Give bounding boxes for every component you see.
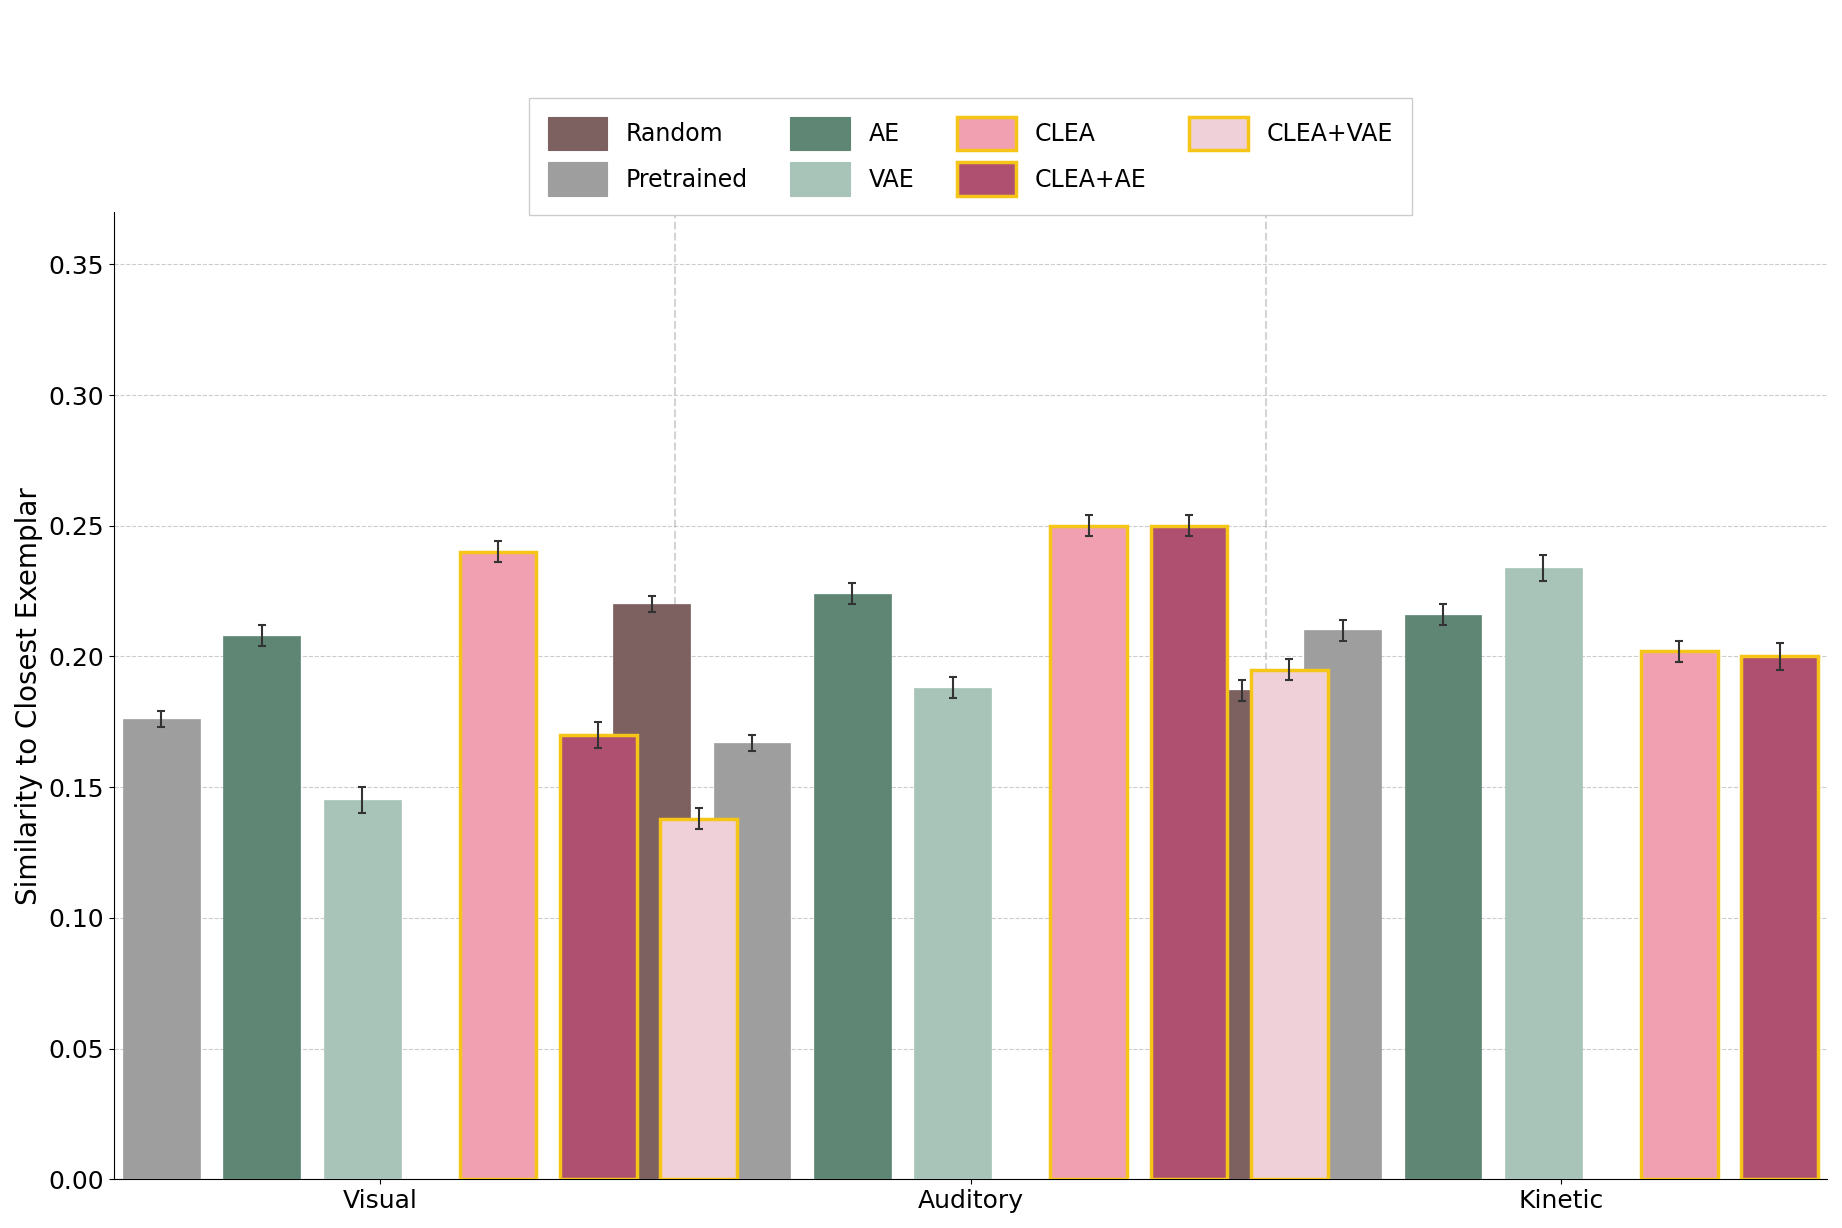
Bar bbox=[1151, 526, 1227, 1179]
Bar bbox=[560, 734, 637, 1179]
Bar bbox=[1050, 526, 1127, 1179]
Bar bbox=[1205, 690, 1280, 1179]
Bar bbox=[661, 819, 737, 1179]
Legend: Random, Pretrained, AE, VAE, CLEA, CLEA+AE, CLEA+VAE: Random, Pretrained, AE, VAE, CLEA, CLEA+… bbox=[529, 98, 1413, 215]
Bar bbox=[324, 801, 400, 1179]
Bar bbox=[1251, 669, 1328, 1179]
Bar bbox=[814, 593, 892, 1179]
Bar bbox=[223, 636, 300, 1179]
Bar bbox=[1405, 615, 1481, 1179]
Bar bbox=[1641, 651, 1719, 1179]
Bar bbox=[713, 743, 790, 1179]
Bar bbox=[1741, 657, 1818, 1179]
Bar bbox=[22, 651, 99, 1179]
Bar bbox=[1304, 630, 1382, 1179]
Bar bbox=[1505, 567, 1582, 1179]
Bar bbox=[914, 688, 991, 1179]
Bar bbox=[123, 720, 199, 1179]
Y-axis label: Similarity to Closest Exemplar: Similarity to Closest Exemplar bbox=[15, 486, 42, 905]
Bar bbox=[459, 551, 536, 1179]
Bar bbox=[613, 604, 691, 1179]
